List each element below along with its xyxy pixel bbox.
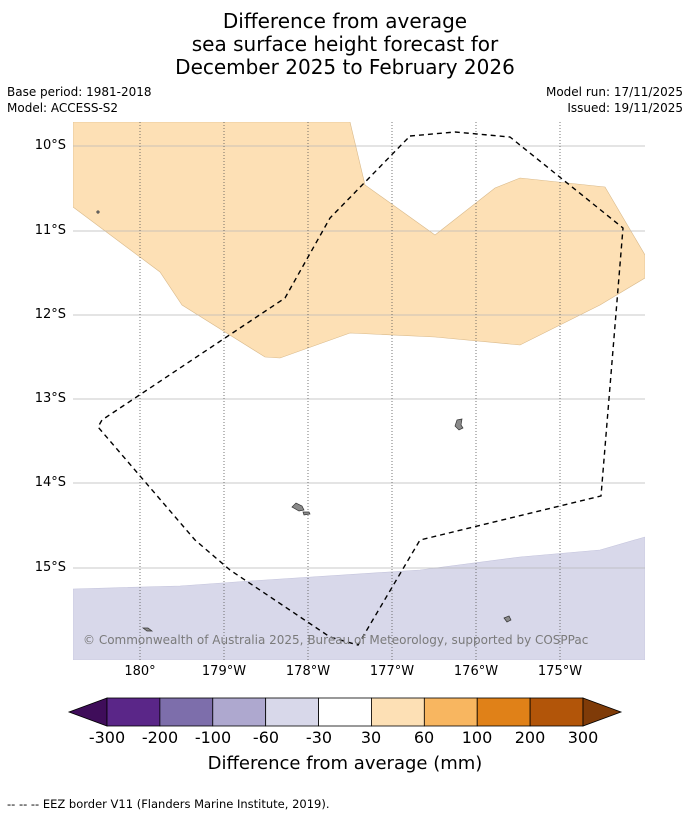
issued-label: Issued: 19/11/2025 bbox=[567, 101, 683, 115]
island-northwest bbox=[96, 210, 100, 214]
lat-label-11s: 11°S bbox=[34, 223, 66, 238]
colorbar-label: -300 bbox=[88, 728, 126, 747]
colorbar-arrow-low bbox=[67, 697, 108, 727]
colorbar-label: 30 bbox=[360, 728, 382, 747]
model-run-label: Model run: 17/11/2025 bbox=[545, 85, 683, 99]
island-southeast bbox=[503, 615, 512, 623]
colorbar-label: 100 bbox=[461, 728, 493, 747]
lon-label-175w: 175°W bbox=[537, 664, 583, 679]
lon-label-179w: 179°W bbox=[201, 664, 247, 679]
positive-anomaly-region bbox=[73, 122, 645, 359]
colorbar-label: -60 bbox=[252, 728, 280, 747]
title-line-1: Difference from average bbox=[222, 9, 468, 33]
colorbar-segment bbox=[371, 697, 425, 727]
colorbar-segment bbox=[318, 697, 372, 727]
lat-label-15s: 15°S bbox=[34, 560, 66, 575]
lon-label-180: 180° bbox=[124, 664, 156, 679]
colorbar-segment bbox=[212, 697, 267, 727]
colorbar-segment bbox=[529, 697, 584, 727]
base-period-label: Base period: 1981-2018 bbox=[7, 85, 152, 99]
lat-gridlines bbox=[73, 145, 645, 569]
colorbar-label: 200 bbox=[514, 728, 546, 747]
copyright-notice: © Commonwealth of Australia 2025, Bureau… bbox=[83, 633, 589, 647]
colorbar-segment bbox=[106, 697, 161, 727]
colorbar-label: -200 bbox=[141, 728, 179, 747]
colorbar-arrow-high bbox=[582, 697, 623, 727]
lat-label-13s: 13°S bbox=[34, 391, 66, 406]
lat-label-12s: 12°S bbox=[34, 307, 66, 322]
island-central-small bbox=[302, 511, 311, 516]
colorbar-label: -100 bbox=[194, 728, 232, 747]
lat-label-10s: 10°S bbox=[34, 138, 66, 153]
colorbar-segment bbox=[159, 697, 214, 727]
map-canvas bbox=[73, 122, 645, 660]
eez-footnote: -- -- -- EEZ border V11 (Flanders Marine… bbox=[7, 797, 330, 811]
lat-label-14s: 14°S bbox=[34, 475, 66, 490]
colorbar-segment bbox=[423, 697, 478, 727]
model-label: Model: ACCESS-S2 bbox=[7, 101, 119, 115]
islands bbox=[96, 210, 512, 632]
colorbar-segment bbox=[476, 697, 531, 727]
colorbar-label: -30 bbox=[305, 728, 333, 747]
colorbar bbox=[67, 697, 623, 727]
title-line-2: sea surface height forecast for bbox=[191, 32, 499, 56]
colorbar-label: 60 bbox=[413, 728, 435, 747]
eez-border bbox=[97, 131, 624, 646]
lon-label-177w: 177°W bbox=[369, 664, 415, 679]
colorbar-segment bbox=[265, 697, 319, 727]
lon-label-176w: 176°W bbox=[453, 664, 499, 679]
island-central bbox=[291, 502, 305, 512]
colorbar-title: Difference from average (mm) bbox=[207, 753, 483, 774]
title-line-3: December 2025 to February 2026 bbox=[175, 55, 515, 79]
colorbar-label: 300 bbox=[567, 728, 599, 747]
island-north bbox=[454, 418, 464, 431]
island-southwest bbox=[141, 627, 154, 632]
lon-label-178w: 178°W bbox=[285, 664, 331, 679]
